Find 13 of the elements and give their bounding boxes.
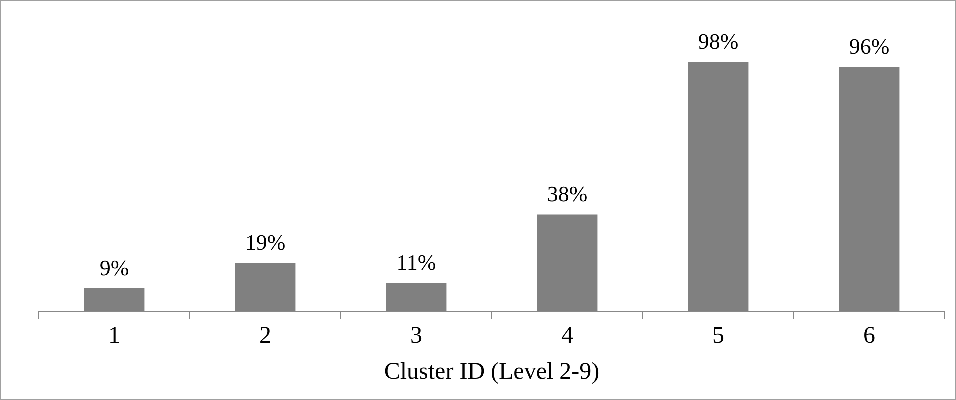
data-label: 96%: [849, 34, 890, 59]
x-tick-label: 6: [864, 323, 876, 350]
x-tick-label: 3: [410, 323, 422, 350]
data-label: 98%: [698, 28, 739, 54]
x-tick-label: 5: [712, 323, 724, 350]
data-label: 11%: [396, 250, 436, 276]
data-label: 38%: [547, 182, 588, 207]
x-tick-label: 4: [562, 323, 574, 350]
data-label: 19%: [245, 230, 286, 255]
data-label: 9%: [100, 255, 130, 280]
x-axis-title: Cluster ID (Level 2-9): [384, 358, 600, 385]
x-tick-label: 1: [108, 323, 120, 350]
x-tick-label: 2: [260, 323, 272, 350]
